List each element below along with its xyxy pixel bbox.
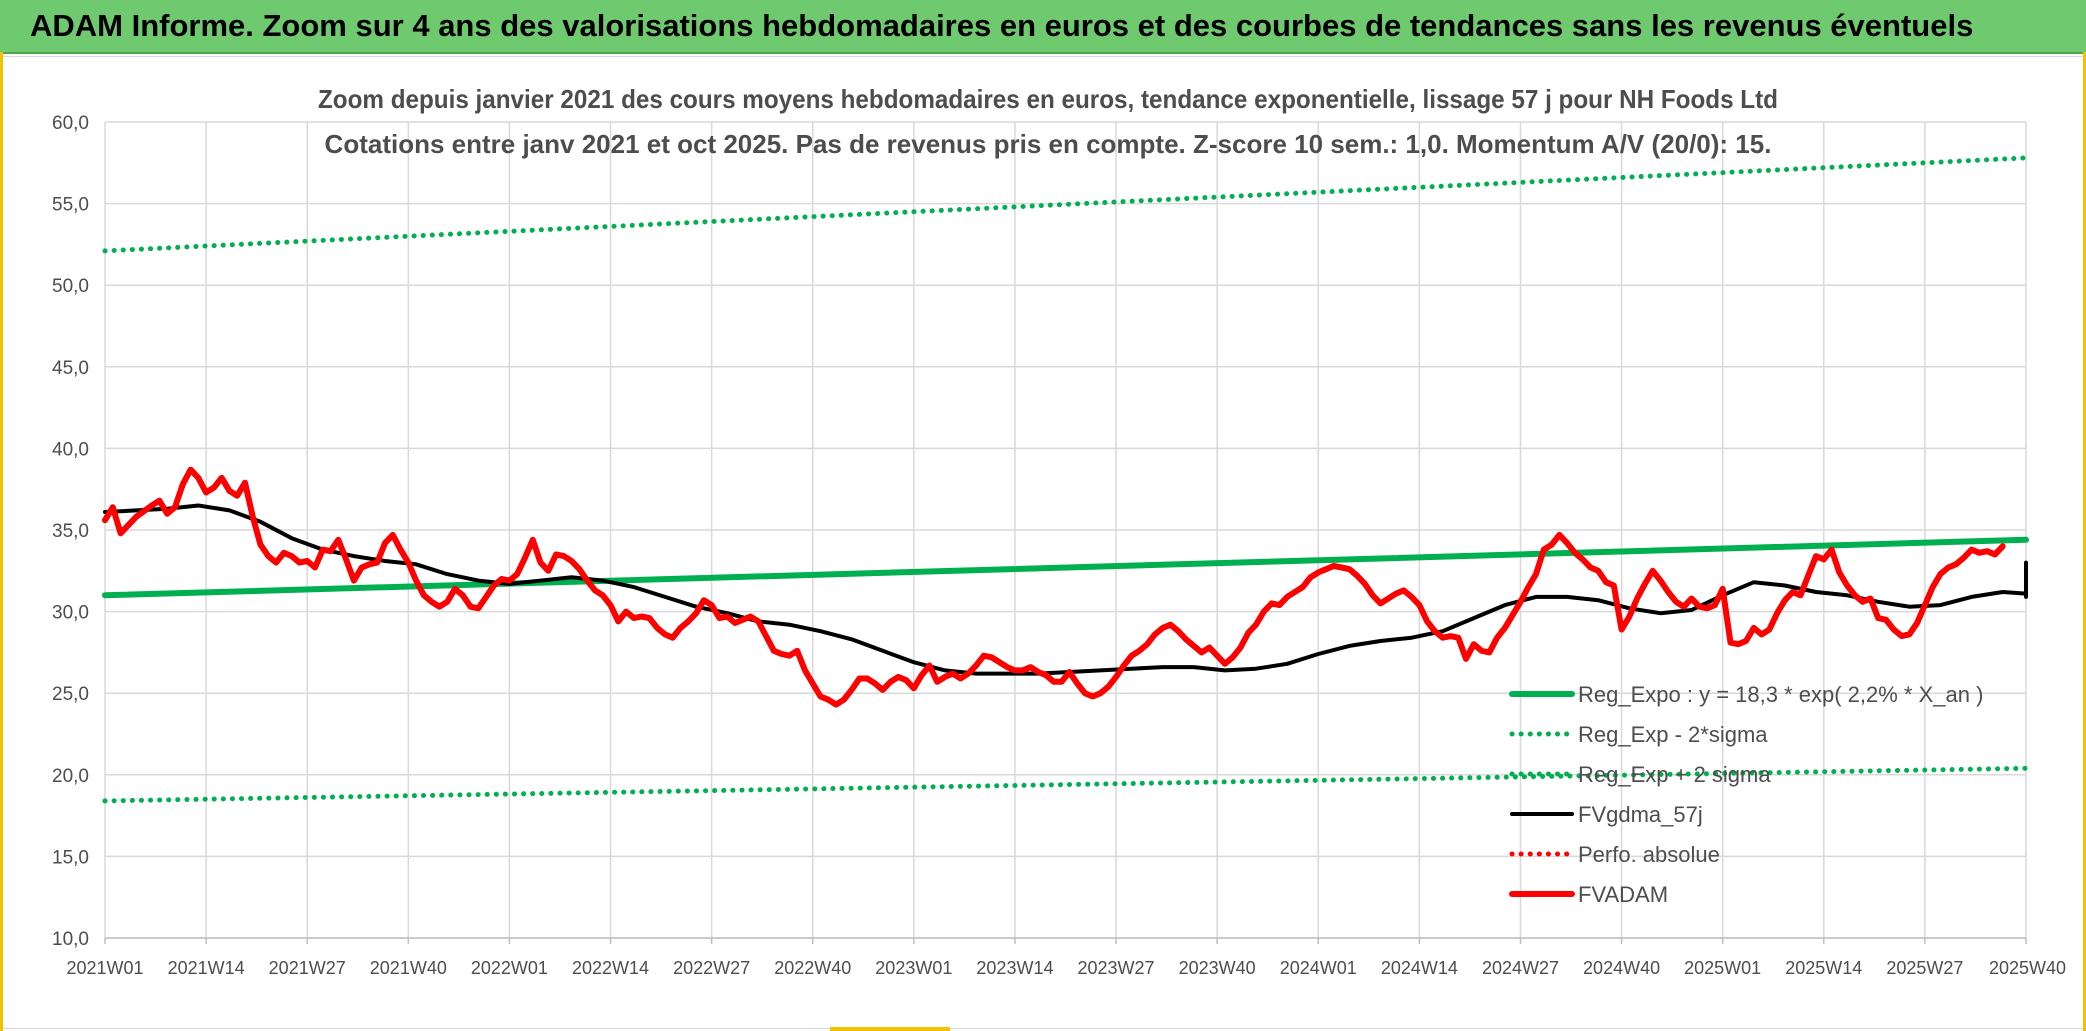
x-tick-label: 2025W40 [1989, 958, 2066, 978]
series-line-2 [102, 155, 2029, 254]
x-tick-label: 2022W27 [673, 958, 750, 978]
y-axis-ticks: 10,0 15,0 20,0 25,0 30,0 35,0 40,0 45,0 50,0 55,0… [52, 113, 89, 950]
x-tick-label: 2025W01 [1684, 958, 1761, 978]
x-tick-label: 2024W27 [1482, 958, 1559, 978]
y-tick-label: 30,0 [52, 603, 89, 624]
x-tick-label: 2023W01 [875, 958, 952, 978]
x-tick-label: 2021W01 [66, 958, 143, 978]
accent-right-border [2083, 52, 2086, 1031]
legend-label: FVADAM [1578, 882, 1668, 907]
legend-label: Reg_Expo : y = 18,3 * exp( 2,2% * X_an ) [1578, 682, 1983, 707]
series-line-1 [102, 765, 2029, 804]
y-tick-label: 40,0 [52, 439, 89, 460]
y-tick-label: 25,0 [52, 684, 89, 705]
x-tick-label: 2021W27 [269, 958, 346, 978]
x-axis-ticks: 2021W01 2021W14 2021W27 2021W40 2022W01 2022W… [66, 958, 2066, 978]
chart-subtitle: Cotations entre janv 2021 et oct 2025. P… [325, 129, 1772, 159]
x-tick-label: 2023W40 [1179, 958, 1256, 978]
x-tick-label: 2023W14 [976, 958, 1053, 978]
series-line-5 [102, 466, 2006, 708]
chart-grid [104, 121, 2027, 944]
banner-title: ADAM Informe. Zoom sur 4 ans des valoris… [30, 8, 1974, 43]
x-tick-label: 2021W40 [370, 958, 447, 978]
series-lines [102, 155, 2029, 804]
y-tick-label: 10,0 [52, 929, 89, 950]
chart-legend: Reg_Expo : y = 18,3 * exp( 2,2% * X_an )… [1509, 682, 1983, 907]
series-line-3 [103, 503, 2028, 676]
legend-label: Reg_Exp - 2*sigma [1578, 722, 1768, 747]
chart-title: Zoom depuis janvier 2021 des cours moyen… [318, 84, 1778, 114]
y-tick-label: 45,0 [52, 358, 89, 379]
x-tick-label: 2025W14 [1785, 958, 1862, 978]
y-tick-label: 50,0 [52, 276, 89, 297]
x-tick-label: 2022W01 [471, 958, 548, 978]
y-tick-label: 60,0 [52, 113, 89, 134]
x-tick-label: 2021W14 [168, 958, 245, 978]
x-tick-label: 2025W27 [1886, 958, 1963, 978]
accent-bottom-mark [830, 1027, 950, 1031]
accent-left-border [0, 52, 3, 1031]
x-tick-label: 2022W40 [774, 958, 851, 978]
x-tick-label: 2022W14 [572, 958, 649, 978]
report-banner: ADAM Informe. Zoom sur 4 ans des valoris… [0, 0, 2086, 54]
y-tick-label: 35,0 [52, 521, 89, 542]
x-tick-label: 2024W01 [1280, 958, 1357, 978]
y-tick-label: 20,0 [52, 766, 89, 787]
chart-frame [2, 56, 2084, 1029]
y-tick-label: 15,0 [52, 847, 89, 868]
y-tick-label: 55,0 [52, 195, 89, 216]
x-tick-label: 2024W14 [1381, 958, 1458, 978]
legend-label: Perfo. absolue [1578, 842, 1720, 867]
x-tick-label: 2024W40 [1583, 958, 1660, 978]
series-line-0 [102, 536, 2029, 599]
legend-label: Reg_Exp + 2 sigma [1578, 762, 1771, 787]
x-tick-label: 2023W27 [1078, 958, 1155, 978]
legend-label: FVgdma_57j [1578, 802, 1703, 827]
